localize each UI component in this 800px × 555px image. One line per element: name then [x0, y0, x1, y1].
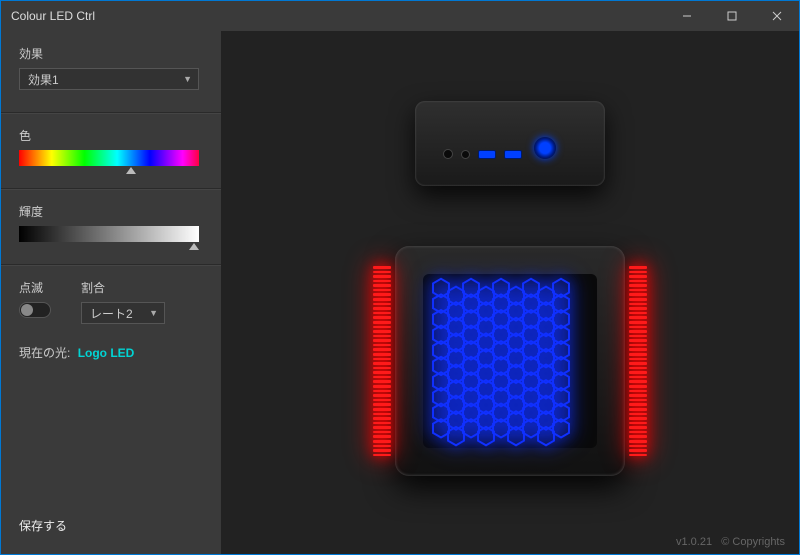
brightness-slider[interactable]	[19, 226, 199, 242]
rate-dropdown[interactable]: レート2 ▼	[81, 302, 165, 324]
brightness-slider-thumb[interactable]	[189, 243, 199, 250]
audio-jack-icon	[461, 150, 470, 159]
brightness-label: 輝度	[19, 203, 203, 220]
titlebar[interactable]: Colour LED Ctrl	[1, 1, 799, 31]
effect-value: 効果1	[28, 71, 59, 88]
side-led-strip-right	[629, 266, 647, 456]
maximize-button[interactable]	[709, 1, 754, 31]
footer: v1.0.21 © Copyrights	[676, 536, 785, 548]
side-led-strip-left	[373, 266, 391, 456]
divider	[1, 188, 221, 189]
save-button[interactable]: 保存する	[19, 517, 203, 534]
current-light: 現在の光: Logo LED	[19, 344, 203, 361]
blink-group: 点滅	[19, 279, 51, 318]
power-button-led	[534, 137, 556, 159]
effect-label: 効果	[19, 45, 203, 62]
usb-port-icon	[478, 150, 496, 159]
usb-port-icon	[504, 150, 522, 159]
color-section: 色	[19, 127, 203, 166]
device-top	[395, 246, 625, 476]
close-button[interactable]	[754, 1, 799, 31]
rate-label: 割合	[81, 279, 165, 296]
hex-grid-icon	[423, 274, 597, 448]
copyright-text: © Copyrights	[721, 536, 785, 548]
effect-dropdown[interactable]: 効果1 ▼	[19, 68, 199, 90]
hue-slider-thumb[interactable]	[126, 167, 136, 174]
body: 効果 効果1 ▼ 色 輝度	[1, 31, 799, 554]
logo-led-hex-panel	[423, 274, 597, 448]
brightness-section: 輝度	[19, 203, 203, 242]
current-light-value: Logo LED	[78, 346, 135, 360]
usbc-port-icon	[443, 149, 453, 159]
color-label: 色	[19, 127, 203, 144]
device-front	[415, 101, 605, 186]
preview-pane: v1.0.21 © Copyrights	[221, 31, 799, 554]
divider	[1, 112, 221, 113]
version-text: v1.0.21	[676, 536, 712, 548]
chevron-down-icon: ▼	[183, 74, 192, 84]
blink-toggle[interactable]	[19, 302, 51, 318]
divider	[1, 264, 221, 265]
app-window: Colour LED Ctrl 効果 効果1 ▼ 色	[0, 0, 800, 555]
chevron-down-icon: ▼	[149, 308, 158, 318]
blink-row: 点滅 割合 レート2 ▼	[19, 279, 203, 324]
blink-label: 点滅	[19, 279, 51, 296]
rate-group: 割合 レート2 ▼	[81, 279, 165, 324]
current-light-label: 現在の光:	[19, 346, 70, 360]
rate-value: レート2	[90, 305, 133, 322]
hue-slider[interactable]	[19, 150, 199, 166]
port-row	[443, 143, 556, 165]
toggle-knob	[21, 304, 33, 316]
minimize-button[interactable]	[664, 1, 709, 31]
window-title: Colour LED Ctrl	[11, 9, 95, 23]
sidebar: 効果 効果1 ▼ 色 輝度	[1, 31, 221, 554]
effect-section: 効果 効果1 ▼	[19, 45, 203, 90]
